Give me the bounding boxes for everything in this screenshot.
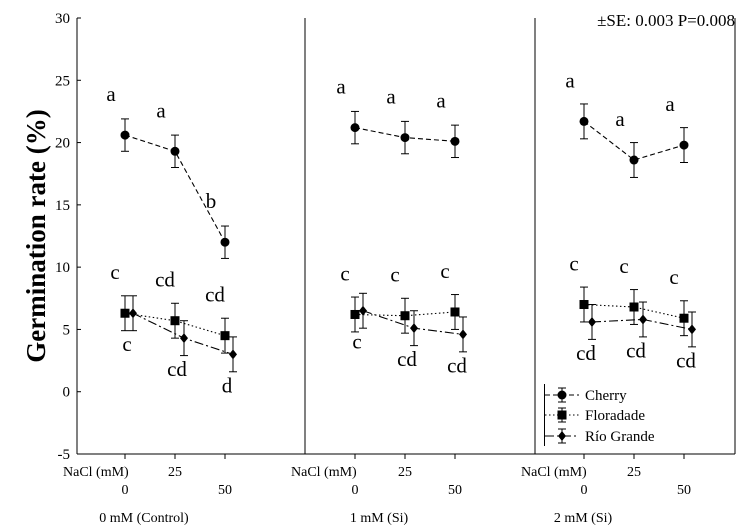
- significance-label: c: [340, 261, 349, 285]
- y-tick-label: 5: [63, 322, 71, 338]
- x-tick-label: 0: [122, 483, 129, 498]
- legend-label: Río Grande: [585, 429, 655, 445]
- data-point-cherry: [220, 237, 230, 247]
- data-point-floradade: [400, 311, 410, 321]
- legend-marker-cherry: [557, 390, 567, 400]
- significance-label: cd: [447, 353, 467, 377]
- series-line: [132, 312, 234, 355]
- data-point-cherry: [120, 130, 130, 140]
- y-tick-label: 15: [55, 198, 70, 214]
- y-axis-label: Germination rate (%): [21, 109, 51, 362]
- data-point-rio-grande: [359, 305, 367, 316]
- series-line: [124, 312, 226, 337]
- significance-label: c: [122, 332, 131, 356]
- data-point-cherry: [629, 155, 639, 165]
- y-tick-label: -5: [58, 447, 71, 463]
- legend-marker-rio-grande: [558, 431, 566, 441]
- significance-label: c: [440, 259, 449, 283]
- panel-title: 1 mM (Si): [350, 511, 409, 526]
- x-tick-label: 0: [352, 483, 359, 498]
- data-point-floradade: [679, 313, 689, 323]
- legend-label: Cherry: [585, 388, 627, 404]
- significance-label: a: [106, 82, 116, 106]
- x-tick-label: 50: [218, 483, 232, 498]
- x-tick-label: 50: [448, 483, 462, 498]
- significance-label: a: [156, 98, 166, 122]
- data-point-cherry: [400, 133, 410, 143]
- data-point-rio-grande: [180, 333, 188, 344]
- legend-label: Floradade: [585, 408, 645, 424]
- x-axis-label: NaCl (mM): [521, 465, 587, 480]
- stats-annotation: ±SE: 0.003 P=0.008: [597, 11, 735, 30]
- significance-label: a: [565, 68, 575, 92]
- legend-frame: [544, 384, 545, 446]
- data-point-floradade: [350, 309, 360, 319]
- significance-label: c: [619, 254, 628, 278]
- data-point-rio-grande: [588, 316, 596, 327]
- data-point-rio-grande: [410, 323, 418, 334]
- significance-label: b: [206, 189, 217, 213]
- significance-label: c: [390, 263, 399, 287]
- data-point-floradade: [170, 316, 180, 326]
- data-point-cherry: [679, 140, 689, 150]
- data-point-floradade: [579, 300, 589, 310]
- panel-title: 2 mM (Si): [554, 511, 613, 526]
- y-tick-label: 10: [55, 260, 70, 276]
- data-point-floradade: [220, 331, 230, 341]
- y-tick-label: 20: [55, 136, 70, 152]
- significance-label: cd: [205, 283, 225, 307]
- data-point-floradade: [120, 308, 130, 318]
- significance-label: cd: [167, 357, 187, 381]
- legend-marker-floradade: [557, 410, 567, 420]
- series-line: [583, 120, 685, 161]
- data-point-rio-grande: [229, 349, 237, 360]
- significance-label: cd: [155, 268, 175, 292]
- significance-label: c: [669, 265, 678, 289]
- significance-label: c: [569, 252, 578, 276]
- data-point-cherry: [350, 123, 360, 133]
- x-tick-label: 25: [168, 465, 182, 480]
- data-point-floradade: [450, 307, 460, 317]
- x-tick-label: 50: [677, 483, 691, 498]
- x-tick-label: 0: [581, 483, 588, 498]
- significance-label: d: [222, 373, 233, 397]
- x-tick-label: 25: [398, 465, 412, 480]
- panel-title: 0 mM (Control): [99, 511, 189, 526]
- significance-label: a: [336, 75, 346, 99]
- y-tick-label: 30: [55, 11, 70, 27]
- x-axis-label: NaCl (mM): [63, 465, 129, 480]
- significance-label: a: [615, 107, 625, 131]
- significance-label: cd: [576, 341, 596, 365]
- significance-label: cd: [626, 338, 646, 362]
- y-tick-label: 0: [63, 385, 71, 401]
- significance-label: a: [386, 85, 396, 109]
- significance-label: c: [110, 260, 119, 284]
- significance-label: c: [352, 330, 361, 354]
- data-point-rio-grande: [129, 308, 137, 319]
- data-point-rio-grande: [639, 314, 647, 325]
- series-line: [354, 311, 456, 317]
- data-point-cherry: [170, 146, 180, 156]
- significance-label: cd: [397, 347, 417, 371]
- significance-label: cd: [676, 348, 696, 372]
- y-tick-label: 25: [55, 73, 70, 89]
- data-point-cherry: [579, 116, 589, 126]
- data-point-cherry: [450, 136, 460, 146]
- data-point-rio-grande: [459, 329, 467, 340]
- significance-label: a: [436, 88, 446, 112]
- series-line: [583, 303, 685, 319]
- significance-label: a: [665, 92, 675, 116]
- x-tick-label: 25: [627, 465, 641, 480]
- data-point-floradade: [629, 302, 639, 312]
- data-point-rio-grande: [688, 324, 696, 335]
- x-axis-label: NaCl (mM): [291, 465, 357, 480]
